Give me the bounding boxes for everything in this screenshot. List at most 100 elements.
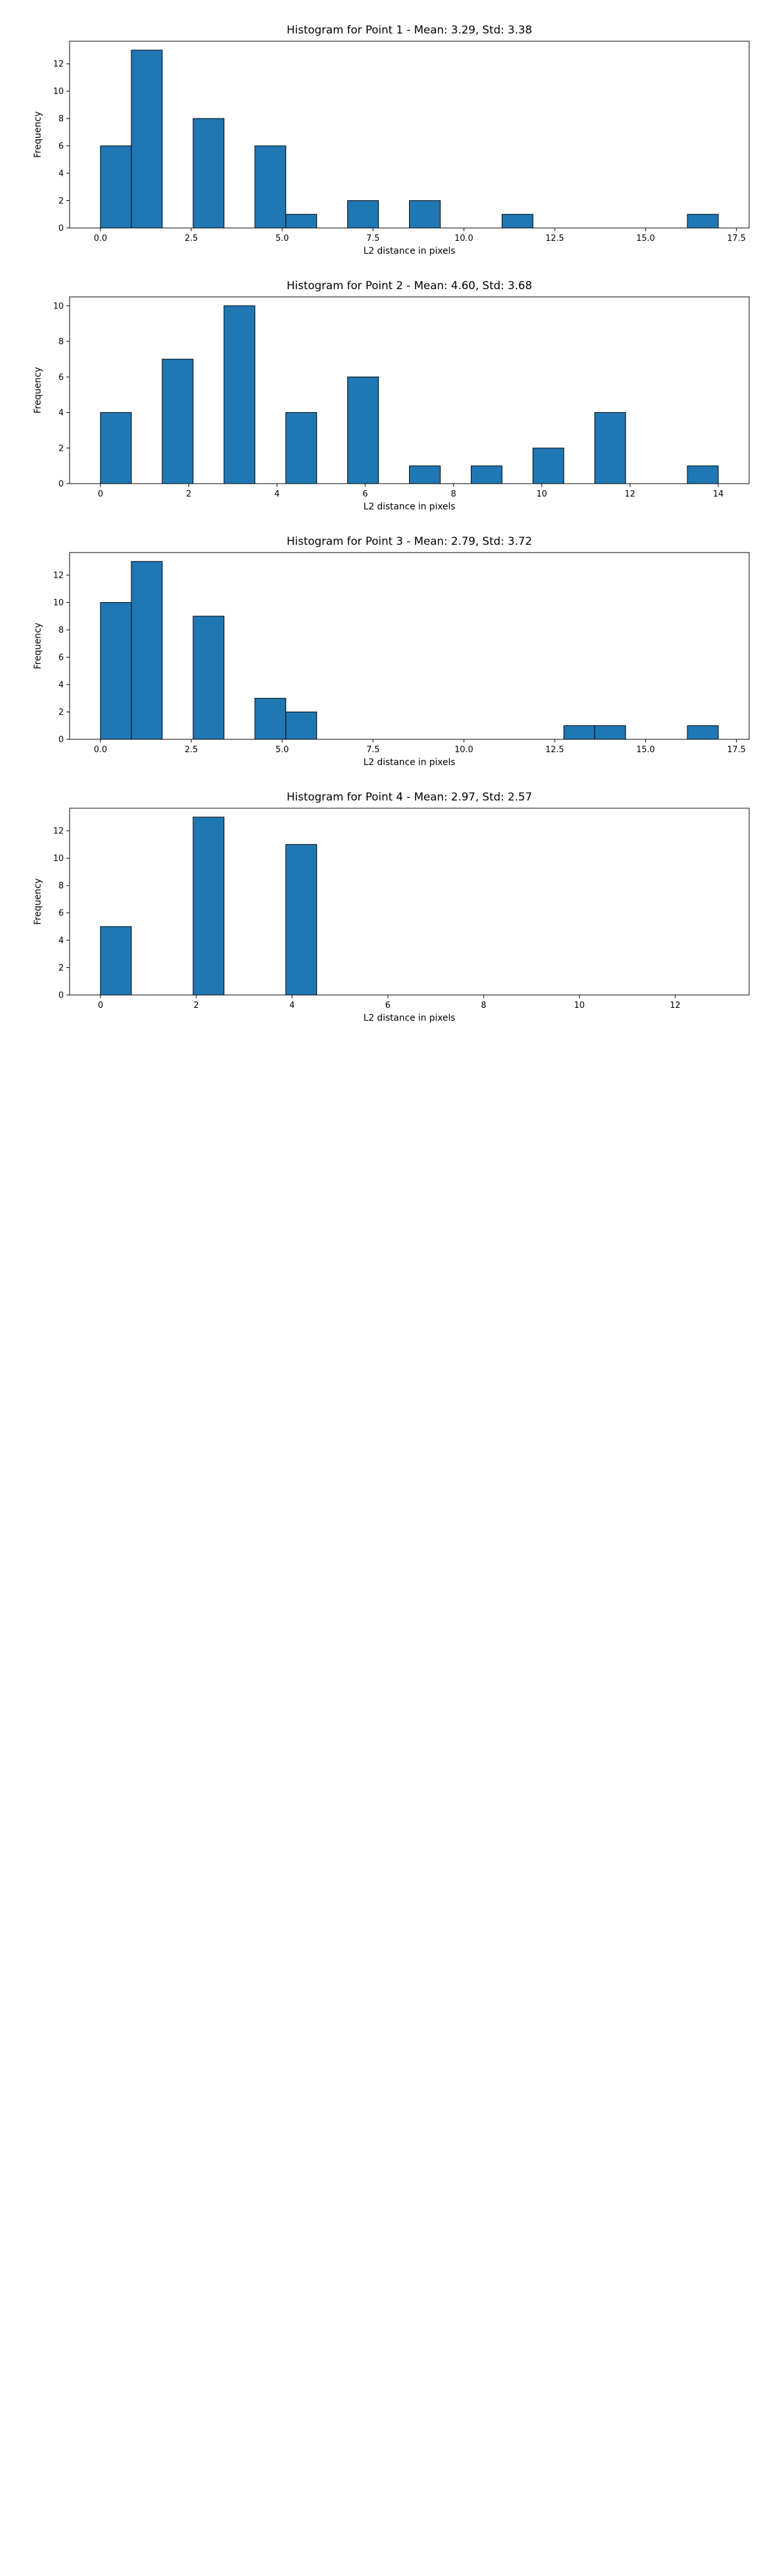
- y-axis-label: Frequency: [33, 111, 43, 158]
- y-tick-label: 0: [59, 991, 64, 1001]
- histogram-bar: [224, 305, 256, 484]
- histogram-panel-4: Histogram for Point 4 - Mean: 2.97, Std:…: [33, 791, 750, 1023]
- histogram-bar: [100, 602, 132, 740]
- histogram-bar: [347, 376, 379, 484]
- x-tick-label: 17.5: [727, 745, 746, 755]
- histogram-bar: [594, 725, 626, 740]
- histogram-bar: [409, 200, 441, 229]
- x-tick-label: 17.5: [727, 234, 746, 243]
- x-tick-label: 6: [385, 1001, 390, 1010]
- x-axis-label: L2 distance in pixels: [363, 502, 455, 512]
- y-tick-label: 2: [59, 963, 64, 973]
- y-axis-label: Frequency: [33, 878, 43, 925]
- y-tick-label: 4: [59, 936, 64, 946]
- histogram-bar: [285, 214, 318, 229]
- y-tick-label: 2: [59, 708, 64, 717]
- x-tick-label: 5.0: [276, 745, 289, 755]
- x-tick-label: 0: [98, 1001, 103, 1010]
- y-tick-label: 8: [59, 626, 64, 636]
- histogram-bar: [532, 448, 564, 484]
- x-tick-label: 12: [625, 489, 636, 499]
- axes-frame: [69, 808, 750, 996]
- y-tick-label: 10: [53, 87, 64, 97]
- x-tick-label: 2: [186, 489, 191, 499]
- axes-frame: [69, 41, 750, 229]
- y-tick-label: 8: [59, 115, 64, 124]
- histogram-bar: [162, 359, 194, 484]
- x-tick-label: 4: [289, 1001, 294, 1010]
- x-tick-label: 12.5: [546, 745, 564, 755]
- chart-title: Histogram for Point 2 - Mean: 4.60, Std:…: [287, 279, 532, 292]
- y-tick-label: 0: [59, 224, 64, 234]
- y-tick-label: 6: [59, 373, 64, 383]
- y-axis-label: Frequency: [33, 367, 43, 413]
- histogram-bar: [193, 118, 225, 229]
- x-tick-label: 6: [363, 489, 368, 499]
- x-tick-label: 0: [98, 489, 103, 499]
- y-tick-label: 12: [53, 827, 64, 837]
- y-tick-label: 0: [59, 480, 64, 489]
- histogram-bar: [687, 725, 719, 740]
- histogram-panel-1: Histogram for Point 1 - Mean: 3.29, Std:…: [33, 24, 750, 256]
- histogram-bar: [470, 465, 502, 484]
- histogram-bar: [687, 214, 719, 229]
- histogram-bar: [594, 412, 626, 484]
- x-tick-label: 7.5: [367, 234, 380, 243]
- y-tick-label: 8: [59, 337, 64, 347]
- y-tick-label: 6: [59, 653, 64, 663]
- histogram-bar: [501, 214, 533, 229]
- y-tick-label: 0: [59, 735, 64, 745]
- y-tick-label: 10: [53, 301, 64, 311]
- x-tick-label: 4: [274, 489, 280, 499]
- x-tick-label: 5.0: [276, 234, 289, 243]
- histogram-bar: [193, 817, 225, 996]
- histogram-bar: [285, 412, 318, 484]
- histogram-bar: [131, 561, 163, 740]
- histogram-bar: [131, 50, 163, 229]
- histogram-panel-3: Histogram for Point 3 - Mean: 2.79, Std:…: [33, 535, 750, 768]
- x-tick-label: 10: [537, 489, 548, 499]
- histogram-bar: [285, 844, 318, 996]
- chart-title: Histogram for Point 3 - Mean: 2.79, Std:…: [287, 535, 532, 548]
- chart-title: Histogram for Point 4 - Mean: 2.97, Std:…: [287, 791, 532, 804]
- x-tick-label: 2.5: [185, 234, 198, 243]
- x-tick-label: 0.0: [94, 745, 108, 755]
- histogram-bar: [687, 465, 719, 484]
- y-tick-label: 4: [59, 408, 64, 418]
- y-tick-label: 6: [59, 909, 64, 918]
- y-tick-label: 6: [59, 142, 64, 151]
- x-axis-label: L2 distance in pixels: [363, 757, 455, 768]
- x-tick-label: 15.0: [636, 234, 655, 243]
- y-tick-label: 10: [53, 598, 64, 608]
- histogram-bar: [409, 465, 441, 484]
- histogram-bar: [254, 697, 287, 740]
- x-tick-label: 10: [574, 1001, 585, 1010]
- y-tick-label: 8: [59, 882, 64, 891]
- x-tick-label: 0.0: [94, 234, 108, 243]
- x-axis-label: L2 distance in pixels: [363, 246, 455, 256]
- y-tick-label: 2: [59, 444, 64, 453]
- x-tick-label: 14: [713, 489, 724, 499]
- x-tick-label: 2: [194, 1001, 199, 1010]
- histogram-bar: [563, 725, 595, 740]
- x-tick-label: 2.5: [185, 745, 198, 755]
- chart-title: Histogram for Point 1 - Mean: 3.29, Std:…: [287, 24, 532, 37]
- histogram-bar: [193, 616, 225, 740]
- x-tick-label: 15.0: [636, 745, 655, 755]
- y-tick-label: 12: [53, 60, 64, 70]
- y-tick-label: 2: [59, 196, 64, 206]
- y-tick-label: 10: [53, 854, 64, 864]
- x-tick-label: 8: [451, 489, 456, 499]
- histogram-bar: [254, 146, 287, 229]
- axes-frame: [69, 552, 750, 740]
- y-tick-label: 12: [53, 571, 64, 581]
- x-tick-label: 12.5: [546, 234, 564, 243]
- histogram-panel-2: Histogram for Point 2 - Mean: 4.60, Std:…: [33, 279, 750, 512]
- x-axis-label: L2 distance in pixels: [363, 1013, 455, 1023]
- x-tick-label: 7.5: [367, 745, 380, 755]
- axes-frame: [69, 296, 750, 484]
- x-tick-label: 8: [481, 1001, 486, 1010]
- x-tick-label: 12: [670, 1001, 681, 1010]
- y-axis-label: Frequency: [33, 623, 43, 669]
